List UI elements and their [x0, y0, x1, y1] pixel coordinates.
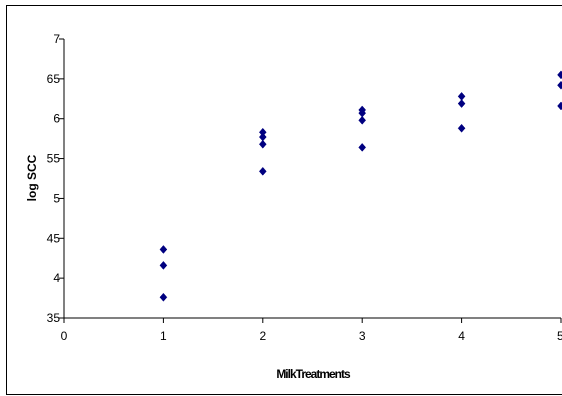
y-tick-label: 45 [47, 231, 61, 245]
data-point [457, 99, 466, 108]
x-tick-label: 4 [458, 329, 465, 343]
data-point [358, 143, 367, 152]
data-point [159, 245, 168, 254]
y-tick-label: 4 [53, 271, 60, 285]
x-tick-label: 0 [61, 329, 68, 343]
data-points [159, 70, 562, 302]
y-tick-label: 7 [53, 32, 60, 46]
x-tick-label: 2 [259, 329, 266, 343]
data-point [258, 166, 267, 176]
y-tick-label: 65 [47, 72, 61, 86]
x-tick-label: 3 [359, 329, 366, 343]
chart-frame [6, 5, 562, 395]
data-point [557, 70, 562, 80]
y-tick-label: 5 [53, 191, 60, 205]
data-point [159, 261, 168, 270]
data-point [457, 123, 466, 133]
y-tick-label: 55 [47, 152, 61, 166]
data-point [258, 139, 267, 149]
data-point [358, 115, 367, 125]
y-tick-label: 6 [53, 112, 60, 126]
y-tick-label: 35 [47, 311, 61, 325]
axes [59, 38, 562, 323]
x-axis-title: MilkTreatments [276, 367, 351, 381]
data-point [557, 80, 562, 90]
data-point [557, 101, 562, 111]
x-tick-label: 5 [557, 329, 562, 343]
x-tick-label: 1 [160, 329, 167, 343]
y-axis-title: log SCC [25, 154, 39, 201]
data-point [159, 292, 168, 302]
